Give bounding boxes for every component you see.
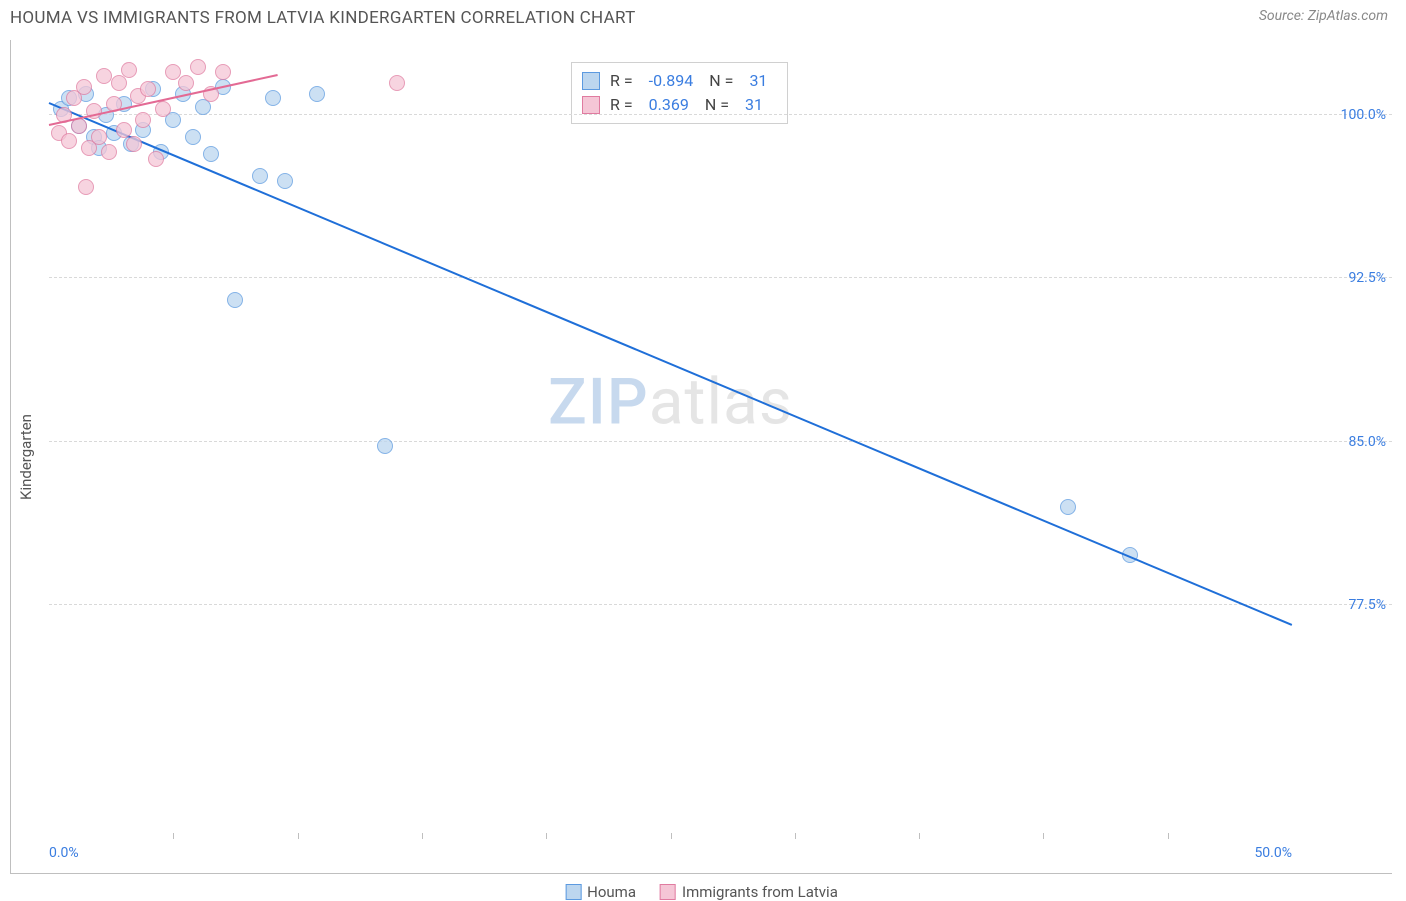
x-tick [919,833,920,839]
data-point [78,179,94,195]
x-tick [795,833,796,839]
source-attribution: Source: ZipAtlas.com [1259,8,1388,24]
swatch-series1-icon [565,884,581,900]
y-tick-label: 85.0% [1348,434,1386,450]
data-point [227,292,243,308]
data-point [155,101,171,117]
stats-row-series1: R = -0.894 N = 31 [582,69,773,93]
r-value-series1: -0.894 [643,69,700,93]
data-point [277,173,293,189]
legend-item-series2: Immigrants from Latvia [660,883,838,901]
gridline [49,277,1392,278]
x-tick-label: 0.0% [49,845,79,861]
x-tick [1168,833,1169,839]
swatch-series2 [582,96,600,114]
n-value-series1: 31 [743,69,773,93]
data-point [1060,499,1076,515]
y-axis-label: Kindergarten [17,414,35,500]
x-tick [298,833,299,839]
x-tick [546,833,547,839]
data-point [111,75,127,91]
data-point [215,64,231,80]
data-point [91,129,107,145]
data-point [61,133,77,149]
chart-container: Kindergarten ZIPatlas R = -0.894 N = 31 … [10,40,1392,874]
trend-line [49,102,1293,626]
legend-item-series1: Houma [565,883,636,901]
x-tick-label: 50.0% [1254,845,1292,861]
x-tick [1043,833,1044,839]
data-point [377,438,393,454]
data-point [389,75,405,91]
data-point [252,168,268,184]
gridline [49,441,1392,442]
data-point [135,112,151,128]
data-point [178,75,194,91]
data-point [121,62,137,78]
data-point [126,136,142,152]
swatch-series1 [582,72,600,90]
data-point [265,90,281,106]
data-point [185,129,201,145]
data-point [76,79,92,95]
data-point [101,144,117,160]
gridline [49,114,1392,115]
data-point [148,151,164,167]
y-tick-label: 100.0% [1341,107,1386,123]
x-tick [671,833,672,839]
swatch-series2-icon [660,884,676,900]
gridline [49,604,1392,605]
x-tick [422,833,423,839]
data-point [190,59,206,75]
y-tick-label: 92.5% [1348,270,1386,286]
x-tick [173,833,174,839]
watermark: ZIPatlas [548,365,793,440]
data-point [140,81,156,97]
data-point [203,146,219,162]
bottom-legend: Houma Immigrants from Latvia [565,883,838,901]
data-point [309,86,325,102]
chart-title: HOUMA VS IMMIGRANTS FROM LATVIA KINDERGA… [10,8,636,28]
plot-area: ZIPatlas R = -0.894 N = 31 R = 0.369 N =… [49,50,1292,833]
y-tick-label: 77.5% [1348,597,1386,613]
data-point [96,68,112,84]
